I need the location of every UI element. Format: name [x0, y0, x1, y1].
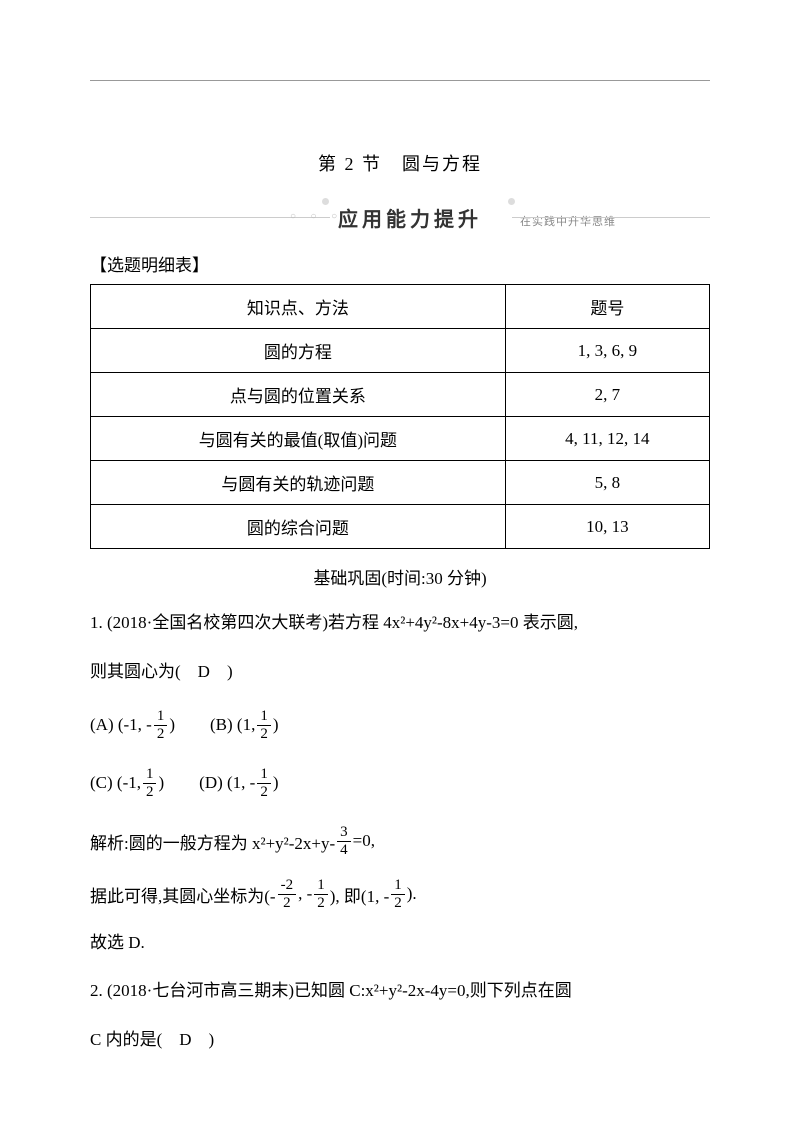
- practice-subtitle: 基础巩固(时间:30 分钟): [90, 564, 710, 589]
- fraction: 1 2: [154, 709, 168, 742]
- table-row: 与圆有关的轨迹问题 5, 8: [91, 461, 710, 505]
- explain-text: ).: [407, 884, 417, 904]
- q2-line2: C 内的是( D ): [90, 1028, 710, 1052]
- q1-line1: 1. (2018·全国名校第四次大联考)若方程 4x²+4y²-8x+4y-3=…: [90, 611, 710, 635]
- table-row: 与圆有关的最值(取值)问题 4, 11, 12, 14: [91, 417, 710, 461]
- frac-num: 1: [154, 709, 168, 726]
- frac-den: 2: [391, 895, 405, 911]
- frac-num: -2: [278, 878, 297, 895]
- explain-text: , -: [298, 884, 312, 904]
- table-cell: 1, 3, 6, 9: [505, 329, 709, 373]
- table-cell: 4, 11, 12, 14: [505, 417, 709, 461]
- table-row: 圆的综合问题 10, 13: [91, 505, 710, 549]
- topic-table: 知识点、方法 题号 圆的方程 1, 3, 6, 9 点与圆的位置关系 2, 7 …: [90, 284, 710, 549]
- fraction: 1 2: [257, 767, 271, 800]
- fraction: 3 4: [337, 825, 351, 858]
- banner-line-right: [512, 217, 710, 218]
- table-heading: 【选题明细表】: [90, 251, 710, 276]
- table-cell: 点与圆的位置关系: [91, 373, 506, 417]
- page-content: 第 2 节 圆与方程 ○ ○ ○ 应用能力提升 在实践中升华思维 【选题明细表】…: [0, 0, 800, 1137]
- choice-text: (B) (1,: [210, 715, 255, 735]
- banner-bubble-icon: [322, 198, 329, 205]
- table-row: 点与圆的位置关系 2, 7: [91, 373, 710, 417]
- banner-bubble-icon: [508, 198, 515, 205]
- table-row: 圆的方程 1, 3, 6, 9: [91, 329, 710, 373]
- frac-num: 1: [314, 878, 328, 895]
- fraction: 1 2: [391, 878, 405, 911]
- table-cell: 与圆有关的轨迹问题: [91, 461, 506, 505]
- frac-num: 1: [391, 878, 405, 895]
- frac-num: 1: [143, 767, 157, 784]
- fraction: 1 2: [314, 878, 328, 911]
- table-header: 知识点、方法: [91, 285, 506, 329]
- frac-num: 3: [337, 825, 351, 842]
- frac-den: 2: [314, 895, 328, 911]
- table-cell: 圆的方程: [91, 329, 506, 373]
- frac-den: 2: [143, 784, 157, 800]
- choice-text: ): [158, 773, 164, 793]
- choice-text: (C) (-1,: [90, 773, 141, 793]
- choice-text: ): [169, 715, 175, 735]
- choice-a: (A) (-1, - 1 2 ): [90, 709, 175, 742]
- table-cell: 2, 7: [505, 373, 709, 417]
- frac-den: 4: [337, 842, 351, 858]
- choice-c: (C) (-1, 1 2 ): [90, 767, 164, 800]
- fraction: 1 2: [257, 709, 271, 742]
- q2-line1: 2. (2018·七台河市高三期末)已知圆 C:x²+y²-2x-4y=0,则下…: [90, 979, 710, 1003]
- choice-b: (B) (1, 1 2 ): [210, 709, 279, 742]
- choice-text: (D) (1, -: [199, 773, 255, 793]
- frac-den: 2: [278, 895, 297, 911]
- q1-choices-row2: (C) (-1, 1 2 ) (D) (1, - 1 2 ): [90, 767, 710, 800]
- frac-num: 1: [257, 709, 271, 726]
- q1-line2: 则其圆心为( D ): [90, 660, 710, 684]
- fraction: 1 2: [143, 767, 157, 800]
- choice-text: ): [273, 773, 279, 793]
- explain-text: 解析:圆的一般方程为 x²+y²-2x+y-: [90, 829, 335, 854]
- fraction: -2 2: [278, 878, 297, 911]
- q1-choices-row1: (A) (-1, - 1 2 ) (B) (1, 1 2 ): [90, 709, 710, 742]
- explain-text: 据此可得,其圆心坐标为(-: [90, 882, 276, 907]
- table-header-row: 知识点、方法 题号: [91, 285, 710, 329]
- q1-conclude: 故选 D.: [90, 931, 710, 955]
- choice-text: ): [273, 715, 279, 735]
- banner-sub-text: 在实践中升华思维: [520, 213, 616, 229]
- table-cell: 5, 8: [505, 461, 709, 505]
- table-cell: 10, 13: [505, 505, 709, 549]
- frac-den: 2: [257, 726, 271, 742]
- frac-den: 2: [257, 784, 271, 800]
- frac-den: 2: [154, 726, 168, 742]
- explain-text: ), 即(1, -: [330, 882, 389, 907]
- q1-explain2: 据此可得,其圆心坐标为(- -2 2 , - 1 2 ), 即(1, - 1 2…: [90, 878, 710, 911]
- choice-text: (A) (-1, -: [90, 715, 152, 735]
- table-cell: 圆的综合问题: [91, 505, 506, 549]
- q1-explain1: 解析:圆的一般方程为 x²+y²-2x+y- 3 4 =0,: [90, 825, 710, 858]
- table-header: 题号: [505, 285, 709, 329]
- banner-main-text: 应用能力提升: [338, 203, 482, 232]
- banner: ○ ○ ○ 应用能力提升 在实践中升华思维: [90, 201, 710, 231]
- top-rule: [90, 80, 710, 81]
- table-cell: 与圆有关的最值(取值)问题: [91, 417, 506, 461]
- frac-num: 1: [257, 767, 271, 784]
- choice-d: (D) (1, - 1 2 ): [199, 767, 278, 800]
- explain-text: =0,: [353, 831, 375, 851]
- banner-dots-icon: ○ ○ ○: [290, 211, 343, 222]
- section-title: 第 2 节 圆与方程: [90, 150, 710, 176]
